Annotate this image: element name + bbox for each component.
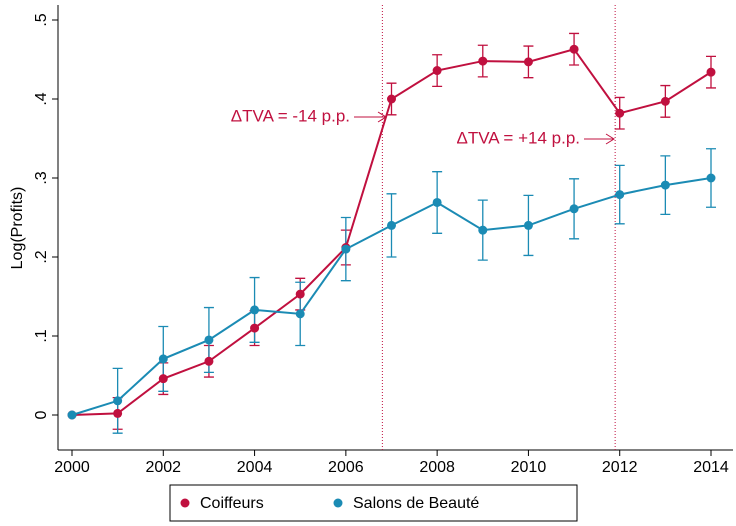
point [113,408,123,418]
point [523,57,533,67]
point [204,356,214,366]
point [295,309,305,319]
x-tick-label: 2008 [419,459,455,476]
point [67,410,77,420]
point [706,173,716,183]
legend-marker [333,498,343,508]
point [158,354,168,364]
x-tick-label: 2002 [145,459,181,476]
x-tick-label: 2004 [237,459,273,476]
x-tick-label: 2010 [511,459,547,476]
point [250,323,260,333]
point [615,108,625,118]
point [204,335,214,345]
point [387,94,396,104]
point [432,197,442,207]
y-tick-label: 0 [33,410,50,419]
x-tick-label: 2006 [328,459,364,476]
y-tick-label: .5 [33,13,50,26]
point [432,66,442,76]
x-tick-label: 2000 [54,459,90,476]
point [569,44,579,54]
y-tick-label: .4 [33,92,50,105]
point [158,374,168,384]
point [387,220,396,230]
point [706,67,716,77]
point [660,96,670,106]
legend-label: Coiffeurs [200,495,264,512]
point [341,244,351,254]
annotation: ΔTVA = +14 p.p. [456,128,580,147]
point [660,180,670,190]
point [250,305,260,315]
y-tick-label: .3 [33,171,50,184]
x-tick-label: 2014 [693,459,729,476]
legend-marker [180,498,190,508]
y-tick-label: .2 [33,250,50,263]
point [295,289,305,299]
x-tick-label: 2012 [602,459,638,476]
legend [169,484,578,522]
point [113,396,123,406]
annotation-arrow [584,133,615,145]
point [523,220,533,230]
point [478,225,488,235]
y-axis-label: Log(Profits) [9,187,26,270]
point [569,204,579,214]
point [478,56,488,66]
legend-label: Salons de Beauté [353,495,479,512]
annotation: ΔTVA = -14 p.p. [231,106,350,125]
y-tick-label: .1 [33,329,50,342]
point [615,190,625,200]
